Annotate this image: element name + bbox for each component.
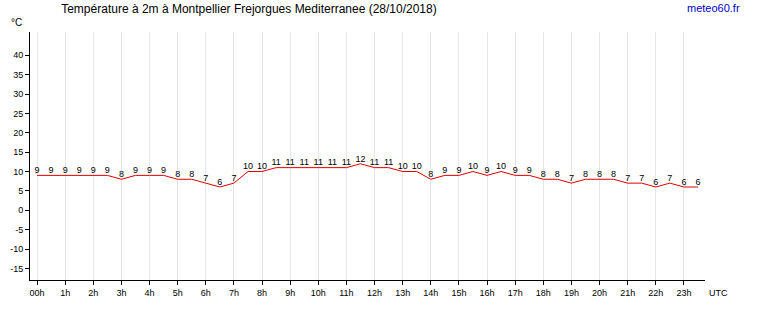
svg-text:9h: 9h <box>285 288 295 298</box>
svg-text:0: 0 <box>18 205 23 215</box>
svg-text:35: 35 <box>13 70 23 80</box>
svg-text:-5: -5 <box>15 225 23 235</box>
svg-text:1h: 1h <box>60 288 70 298</box>
svg-text:15: 15 <box>13 147 23 157</box>
svg-text:10h: 10h <box>311 288 326 298</box>
svg-text:12: 12 <box>355 154 365 164</box>
svg-text:5h: 5h <box>173 288 183 298</box>
svg-text:9: 9 <box>513 165 518 175</box>
svg-text:7: 7 <box>639 173 644 183</box>
svg-text:-15: -15 <box>10 264 23 274</box>
svg-text:19h: 19h <box>564 288 579 298</box>
svg-text:9: 9 <box>49 165 54 175</box>
svg-text:7: 7 <box>667 173 672 183</box>
svg-text:9: 9 <box>63 165 68 175</box>
svg-text:10: 10 <box>243 161 253 171</box>
svg-text:9: 9 <box>442 165 447 175</box>
svg-text:11: 11 <box>384 157 393 167</box>
svg-text:9: 9 <box>161 165 166 175</box>
svg-text:9: 9 <box>91 165 96 175</box>
svg-text:9: 9 <box>527 165 532 175</box>
svg-text:8: 8 <box>541 169 546 179</box>
svg-text:20: 20 <box>13 128 23 138</box>
svg-text:15h: 15h <box>451 288 466 298</box>
svg-text:6: 6 <box>695 177 700 187</box>
svg-text:8: 8 <box>189 169 194 179</box>
svg-text:00h: 00h <box>30 288 45 298</box>
svg-text:7: 7 <box>625 173 630 183</box>
svg-text:23h: 23h <box>676 288 691 298</box>
svg-text:-10: -10 <box>10 244 23 254</box>
svg-text:°C: °C <box>11 17 22 28</box>
svg-text:10: 10 <box>496 161 506 171</box>
svg-text:11: 11 <box>328 157 337 167</box>
svg-text:2h: 2h <box>88 288 98 298</box>
svg-text:9: 9 <box>105 165 110 175</box>
svg-text:20h: 20h <box>592 288 607 298</box>
svg-text:8h: 8h <box>257 288 267 298</box>
svg-text:10: 10 <box>412 161 422 171</box>
svg-text:17h: 17h <box>508 288 523 298</box>
svg-text:9: 9 <box>456 165 461 175</box>
svg-text:11: 11 <box>285 157 294 167</box>
svg-text:11: 11 <box>314 157 323 167</box>
svg-text:10: 10 <box>257 161 267 171</box>
svg-text:40: 40 <box>13 50 23 60</box>
svg-text:8: 8 <box>428 169 433 179</box>
svg-text:9: 9 <box>77 165 82 175</box>
svg-text:21h: 21h <box>620 288 635 298</box>
svg-text:6: 6 <box>681 177 686 187</box>
svg-text:8: 8 <box>119 169 124 179</box>
svg-text:11: 11 <box>271 157 280 167</box>
svg-text:8: 8 <box>555 169 560 179</box>
svg-text:4h: 4h <box>145 288 155 298</box>
svg-text:11h: 11h <box>339 288 353 298</box>
svg-text:Température à 2m à Montpellier: Température à 2m à Montpellier Frejorgue… <box>61 2 437 16</box>
svg-text:11: 11 <box>300 157 309 167</box>
svg-text:UTC: UTC <box>709 288 728 298</box>
svg-text:10: 10 <box>468 161 478 171</box>
svg-text:11: 11 <box>370 157 379 167</box>
svg-text:7: 7 <box>569 173 574 183</box>
svg-text:9: 9 <box>133 165 138 175</box>
svg-text:13h: 13h <box>395 288 410 298</box>
svg-text:16h: 16h <box>480 288 495 298</box>
svg-text:6: 6 <box>653 177 658 187</box>
svg-text:12h: 12h <box>367 288 382 298</box>
svg-text:meteo60.fr: meteo60.fr <box>687 2 740 14</box>
svg-text:25: 25 <box>13 109 23 119</box>
svg-text:7: 7 <box>231 173 236 183</box>
svg-text:10: 10 <box>13 167 23 177</box>
svg-text:30: 30 <box>13 89 23 99</box>
svg-text:9: 9 <box>35 165 40 175</box>
svg-text:6h: 6h <box>201 288 211 298</box>
svg-text:7h: 7h <box>229 288 239 298</box>
svg-text:22h: 22h <box>648 288 663 298</box>
svg-text:14h: 14h <box>423 288 438 298</box>
svg-text:9: 9 <box>147 165 152 175</box>
svg-text:11: 11 <box>342 157 351 167</box>
svg-text:3h: 3h <box>116 288 126 298</box>
svg-text:8: 8 <box>597 169 602 179</box>
svg-text:10: 10 <box>398 161 408 171</box>
svg-text:8: 8 <box>583 169 588 179</box>
svg-text:8: 8 <box>175 169 180 179</box>
svg-text:18h: 18h <box>536 288 551 298</box>
svg-text:8: 8 <box>611 169 616 179</box>
svg-text:5: 5 <box>18 186 23 196</box>
svg-text:7: 7 <box>203 173 208 183</box>
svg-text:9: 9 <box>485 165 490 175</box>
svg-text:6: 6 <box>217 177 222 187</box>
